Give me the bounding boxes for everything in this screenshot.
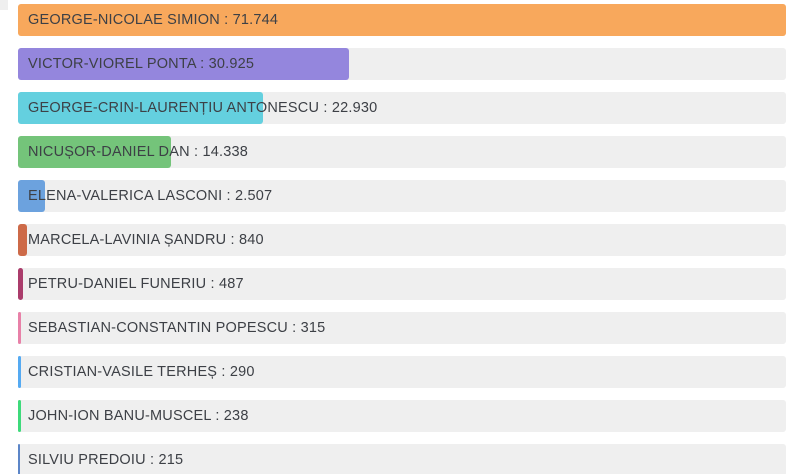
bar-label: JOHN-ION BANU-MUSCEL : 238 [28, 408, 249, 424]
bar-track [18, 444, 786, 474]
bar-row-funeriu[interactable]: PETRU-DANIEL FUNERIU : 487 [18, 268, 786, 300]
bar-track [18, 268, 786, 300]
bar-row-dan[interactable]: NICUȘOR-DANIEL DAN : 14.338 [18, 136, 786, 168]
bar-track [18, 224, 786, 256]
bar-track [18, 400, 786, 432]
bar-fill[interactable] [18, 268, 24, 300]
bar-row-sandru[interactable]: MARCELA-LAVINIA ȘANDRU : 840 [18, 224, 786, 256]
bar-track [18, 312, 786, 344]
bar-label: MARCELA-LAVINIA ȘANDRU : 840 [28, 232, 264, 248]
bar-label: CRISTIAN-VASILE TERHEȘ : 290 [28, 364, 255, 380]
bar-fill[interactable] [18, 356, 22, 388]
bar-fill[interactable] [18, 92, 264, 124]
candidate-results-list: GEORGE-NICOLAE SIMION : 71.744 VICTOR-VI… [18, 4, 786, 474]
bar-label: GEORGE-CRIN-LAURENȚIU ANTONESCU : 22.930 [28, 100, 378, 116]
bar-fill[interactable] [18, 224, 27, 256]
bar-label: SILVIU PREDOIU : 215 [28, 452, 184, 468]
bar-fill[interactable] [18, 312, 22, 344]
bar-fill[interactable] [18, 400, 21, 432]
bar-label: SEBASTIAN-CONSTANTIN POPESCU : 315 [28, 320, 326, 336]
bar-row-terhes[interactable]: CRISTIAN-VASILE TERHEȘ : 290 [18, 356, 786, 388]
bar-fill[interactable] [18, 48, 350, 80]
bar-label: ELENA-VALERICA LASCONI : 2.507 [28, 188, 273, 204]
bar-row-simion[interactable]: GEORGE-NICOLAE SIMION : 71.744 [18, 4, 786, 36]
bar-track [18, 356, 786, 388]
clipped-edge-fragment [0, 0, 8, 10]
bar-row-lasconi[interactable]: ELENA-VALERICA LASCONI : 2.507 [18, 180, 786, 212]
bar-row-popescu[interactable]: SEBASTIAN-CONSTANTIN POPESCU : 315 [18, 312, 786, 344]
bar-track [18, 180, 786, 212]
bar-row-ponta[interactable]: VICTOR-VIOREL PONTA : 30.925 [18, 48, 786, 80]
bar-row-predoiu[interactable]: SILVIU PREDOIU : 215 [18, 444, 786, 474]
bar-row-antonescu[interactable]: GEORGE-CRIN-LAURENȚIU ANTONESCU : 22.930 [18, 92, 786, 124]
bar-label: PETRU-DANIEL FUNERIU : 487 [28, 276, 244, 292]
bar-fill[interactable] [18, 4, 786, 36]
bar-label: GEORGE-NICOLAE SIMION : 71.744 [28, 12, 279, 28]
bar-fill[interactable] [18, 136, 172, 168]
bar-label: NICUȘOR-DANIEL DAN : 14.338 [28, 144, 249, 160]
bar-label: VICTOR-VIOREL PONTA : 30.925 [28, 56, 255, 72]
bar-fill[interactable] [18, 180, 45, 212]
bar-fill[interactable] [18, 444, 21, 474]
bar-row-banu-muscel[interactable]: JOHN-ION BANU-MUSCEL : 238 [18, 400, 786, 432]
